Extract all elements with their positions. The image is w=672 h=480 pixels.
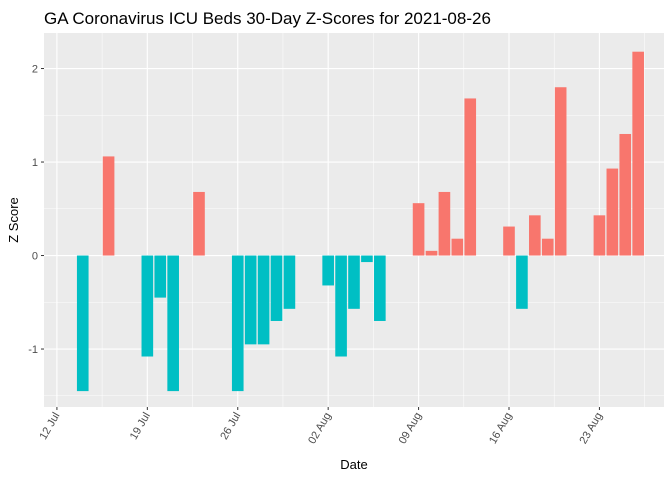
x-axis-label: Date: [340, 457, 367, 472]
bar: [451, 238, 464, 256]
bar: [464, 98, 477, 256]
x-tick-label: 02 Aug: [306, 411, 334, 447]
bar: [167, 255, 179, 392]
x-tick-label: 12 Jul: [37, 411, 62, 442]
y-tick-label: 2: [32, 64, 38, 76]
bar: [270, 255, 283, 321]
bar: [425, 250, 438, 256]
bar: [412, 203, 425, 256]
bar: [102, 156, 115, 256]
bar: [154, 255, 167, 298]
bar: [619, 133, 632, 256]
bar: [632, 51, 644, 256]
bar: [322, 255, 334, 286]
x-tick-label: 23 Aug: [577, 411, 605, 447]
bar: [141, 255, 154, 357]
bar: [231, 255, 244, 392]
bar: [541, 238, 554, 256]
x-axis: 12 Jul 19 Jul 26 Jul 02 Aug 09 Aug 16 Aug 23 A…: [37, 407, 605, 446]
bar: [361, 255, 373, 263]
y-axis: -1 0 1 2: [28, 64, 44, 356]
bar: [335, 255, 347, 357]
bar: [438, 191, 451, 256]
x-tick-label: 09 Aug: [397, 411, 425, 447]
bar: [374, 255, 386, 321]
bar: [244, 255, 257, 345]
bar: [554, 87, 567, 256]
bar: [606, 168, 619, 256]
plot-panel: [44, 33, 664, 407]
bars: [76, 51, 644, 392]
bar: [516, 255, 528, 309]
chart-title: GA Coronavirus ICU Beds 30-Day Z-Scores …: [44, 9, 491, 28]
y-tick-label: -1: [28, 344, 38, 356]
y-tick-label: 0: [32, 251, 38, 263]
bar: [283, 255, 296, 309]
x-tick-label: 26 Jul: [218, 411, 243, 442]
y-axis-label: Z Score: [6, 197, 21, 243]
x-tick-label: 19 Jul: [128, 411, 153, 442]
bar: [593, 215, 606, 256]
bar: [348, 255, 360, 309]
bar: [503, 226, 515, 256]
bar: [529, 215, 541, 256]
x-tick-label: 16 Aug: [487, 411, 515, 447]
bar: [193, 191, 205, 256]
bar: [76, 255, 89, 392]
y-tick-label: 1: [32, 157, 38, 169]
bar: [257, 255, 270, 345]
